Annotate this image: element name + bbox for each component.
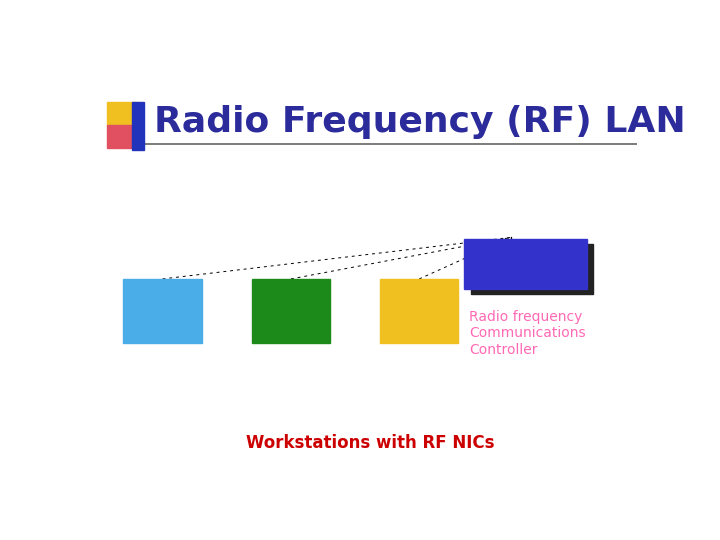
Text: Workstations with RF NICs: Workstations with RF NICs — [246, 434, 495, 452]
Bar — [124, 279, 202, 343]
Bar — [464, 239, 587, 289]
Bar — [380, 279, 459, 343]
Bar — [471, 245, 593, 294]
Text: Radio frequency
Communications
Controller: Radio frequency Communications Controlle… — [469, 310, 586, 356]
Bar — [107, 102, 138, 125]
Text: Radio Frequency (RF) LAN: Radio Frequency (RF) LAN — [154, 105, 686, 139]
Bar — [132, 102, 144, 150]
Bar — [252, 279, 330, 343]
Bar — [107, 125, 138, 148]
